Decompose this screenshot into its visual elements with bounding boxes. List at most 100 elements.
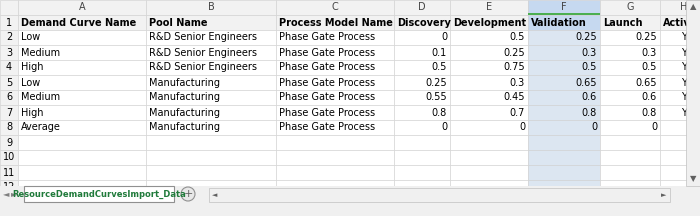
Bar — [18, 75, 146, 90]
Bar — [146, 0, 276, 15]
Bar — [276, 150, 394, 165]
Bar — [450, 165, 528, 180]
Text: Validation: Validation — [531, 17, 587, 27]
Text: 0.6: 0.6 — [642, 92, 657, 103]
Bar — [0, 135, 18, 150]
Bar — [0, 30, 18, 45]
Bar — [146, 120, 276, 135]
Bar — [528, 105, 600, 120]
Text: 0: 0 — [651, 122, 657, 132]
Text: Y: Y — [681, 62, 687, 73]
Text: 11: 11 — [3, 167, 15, 178]
Bar — [0, 15, 18, 30]
Text: Discovery: Discovery — [397, 17, 451, 27]
Bar — [394, 45, 450, 60]
Bar — [276, 30, 394, 45]
Text: 0.3: 0.3 — [510, 78, 525, 87]
Bar — [660, 90, 700, 105]
Bar — [528, 180, 600, 195]
Text: R&D Senior Engineers: R&D Senior Engineers — [149, 32, 257, 43]
Text: 0.7: 0.7 — [510, 108, 525, 118]
Text: Manufacturing: Manufacturing — [149, 122, 220, 132]
Text: 0.25: 0.25 — [503, 48, 525, 57]
Text: 9: 9 — [6, 138, 12, 148]
Bar — [276, 180, 394, 195]
Text: Phase Gate Process: Phase Gate Process — [279, 32, 375, 43]
Bar — [0, 180, 18, 195]
Bar — [600, 90, 660, 105]
Text: Phase Gate Process: Phase Gate Process — [279, 62, 375, 73]
Text: Pool Name: Pool Name — [149, 17, 207, 27]
Text: Phase Gate Process: Phase Gate Process — [279, 78, 375, 87]
Bar — [528, 0, 600, 15]
Bar — [450, 30, 528, 45]
Bar — [450, 75, 528, 90]
Bar — [276, 0, 394, 15]
Bar — [600, 150, 660, 165]
Text: A: A — [78, 3, 85, 13]
Bar — [394, 150, 450, 165]
Bar — [146, 180, 276, 195]
Text: Demand Curve Name: Demand Curve Name — [21, 17, 136, 27]
Text: 8: 8 — [6, 122, 12, 132]
Text: 12: 12 — [3, 183, 15, 192]
Bar — [660, 45, 700, 60]
Text: F: F — [561, 3, 567, 13]
Bar — [394, 105, 450, 120]
Bar — [528, 165, 600, 180]
Text: 2: 2 — [6, 32, 12, 43]
Bar — [600, 165, 660, 180]
Text: 0.65: 0.65 — [636, 78, 657, 87]
Bar — [600, 30, 660, 45]
Bar — [24, 186, 174, 202]
Bar — [600, 60, 660, 75]
Text: 0.8: 0.8 — [642, 108, 657, 118]
Bar — [450, 90, 528, 105]
Bar — [528, 60, 600, 75]
Bar — [660, 105, 700, 120]
Text: ►: ► — [10, 189, 18, 199]
Bar — [450, 15, 528, 30]
Text: Phase Gate Process: Phase Gate Process — [279, 122, 375, 132]
Bar — [0, 75, 18, 90]
Bar — [209, 188, 670, 202]
Bar — [18, 105, 146, 120]
Text: 0.75: 0.75 — [503, 62, 525, 73]
Text: Medium: Medium — [21, 92, 60, 103]
Text: 0.3: 0.3 — [582, 48, 597, 57]
Text: 0: 0 — [591, 122, 597, 132]
Text: 10: 10 — [3, 152, 15, 162]
Bar — [146, 165, 276, 180]
Bar — [146, 45, 276, 60]
Text: ◄: ◄ — [3, 189, 9, 199]
Bar — [18, 150, 146, 165]
Text: 0.65: 0.65 — [575, 78, 597, 87]
Bar — [394, 90, 450, 105]
Bar — [146, 150, 276, 165]
Text: R&D Senior Engineers: R&D Senior Engineers — [149, 62, 257, 73]
Bar — [450, 0, 528, 15]
Bar — [528, 30, 600, 45]
Text: Medium: Medium — [21, 48, 60, 57]
Bar — [686, 0, 700, 186]
Text: 0.25: 0.25 — [636, 32, 657, 43]
Text: R&D Senior Engineers: R&D Senior Engineers — [149, 48, 257, 57]
Text: ▼: ▼ — [690, 175, 696, 184]
Text: 7: 7 — [6, 108, 12, 118]
Text: Manufacturing: Manufacturing — [149, 92, 220, 103]
Text: High: High — [21, 108, 43, 118]
Bar — [18, 60, 146, 75]
Text: Y: Y — [681, 108, 687, 118]
Bar — [276, 105, 394, 120]
Bar — [18, 120, 146, 135]
Bar — [276, 90, 394, 105]
Bar — [600, 75, 660, 90]
Bar — [394, 60, 450, 75]
Bar — [0, 186, 700, 216]
Bar — [18, 15, 146, 30]
Bar — [276, 120, 394, 135]
Text: ◄: ◄ — [212, 192, 218, 198]
Bar — [276, 135, 394, 150]
Text: 0.45: 0.45 — [503, 92, 525, 103]
Bar — [450, 180, 528, 195]
